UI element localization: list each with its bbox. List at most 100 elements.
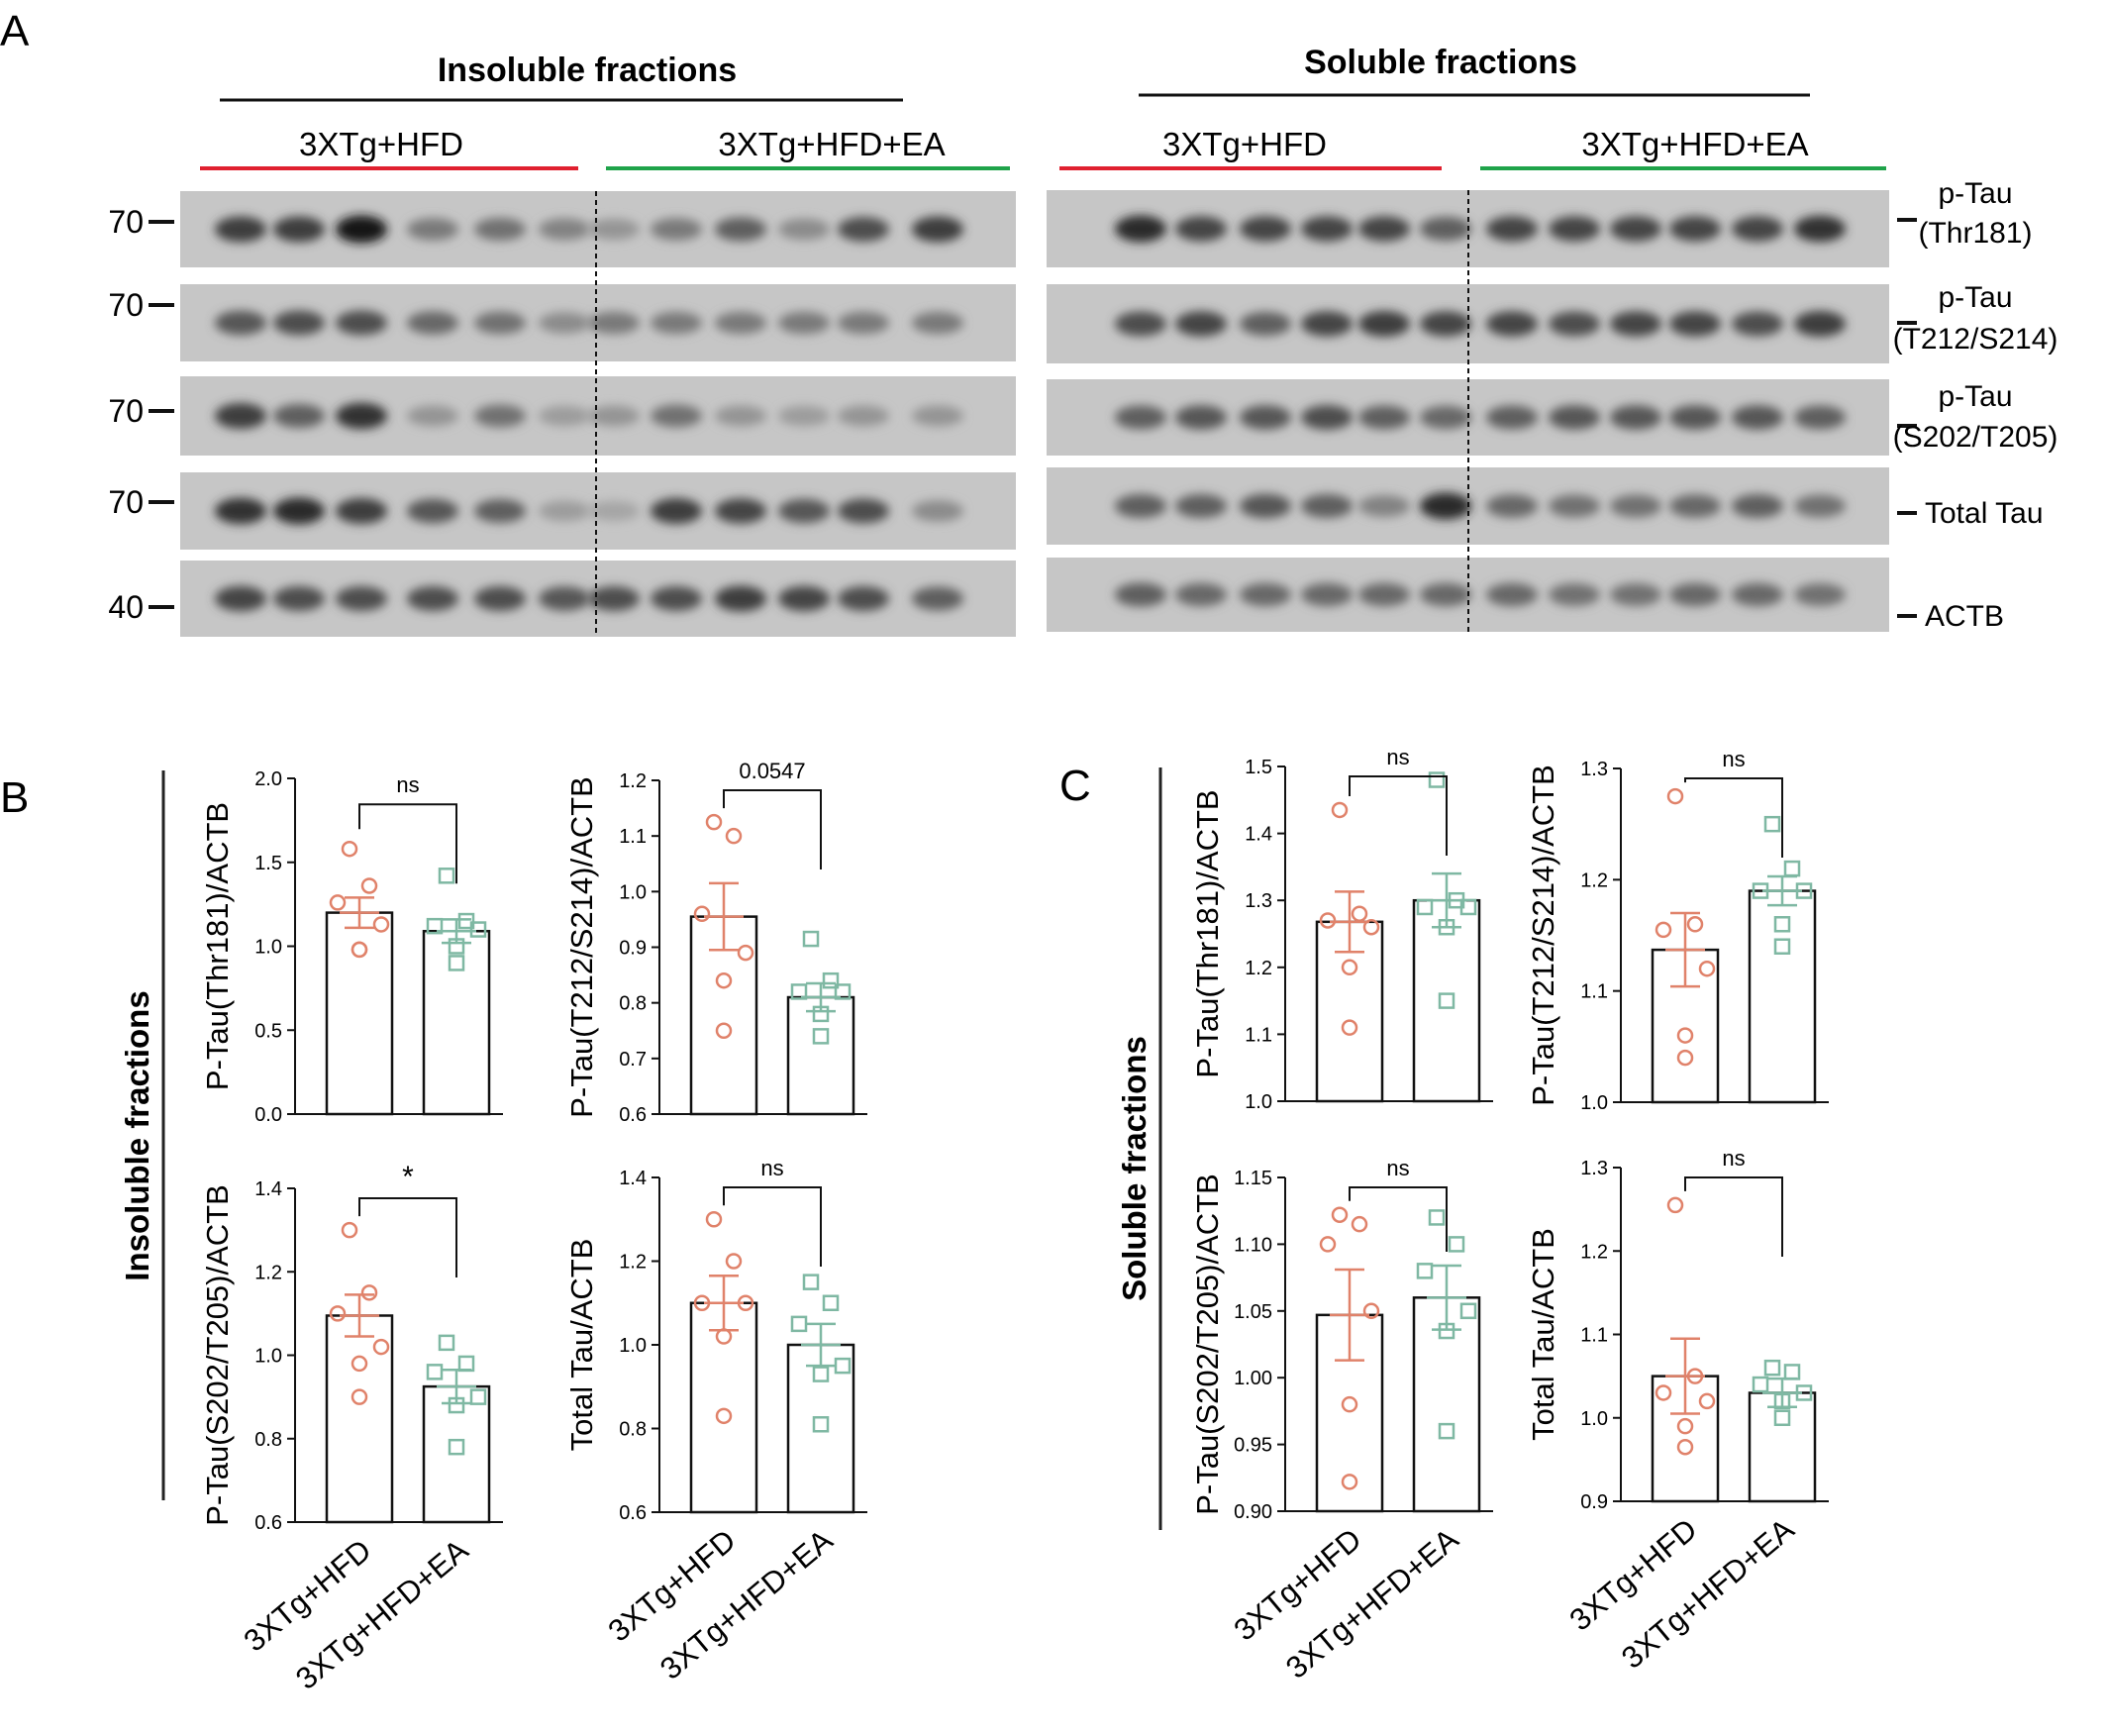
data-point-hfd-ea	[1763, 815, 1781, 833]
data-point-hfd-ea	[1438, 918, 1455, 936]
bar	[786, 1343, 855, 1514]
blot-band	[215, 216, 266, 243]
soluble-fractions-title: Soluble fractions	[1304, 44, 1577, 81]
data-point-hfd-ea	[822, 1294, 840, 1311]
data-point-hfd-ea	[802, 1274, 820, 1290]
y-tick-label: 0.8	[619, 1419, 647, 1441]
blot-band	[336, 498, 387, 524]
blot-band	[1669, 216, 1721, 242]
data-point-hfd	[1666, 787, 1684, 805]
data-point-hfd-ea	[426, 1364, 444, 1380]
y-tick-label: 2.0	[254, 768, 282, 790]
blot-band	[588, 405, 640, 427]
data-point-hfd-ea	[1752, 882, 1769, 899]
data-point-hfd-ea	[426, 917, 444, 935]
blot-band	[1420, 311, 1471, 337]
data-point-hfd	[1351, 905, 1368, 922]
blot-band	[838, 217, 889, 242]
protein-label: p-Tau	[1938, 380, 2012, 413]
chart-sol_s202: 0.90 0.95 1.00 1.05 1.10 1.15 P-Tau(S202/T205)…	[1190, 1156, 1493, 1685]
protein-label: p-Tau	[1938, 281, 2012, 314]
blot-band	[215, 403, 266, 429]
data-point-hfd	[341, 840, 358, 858]
insoluble-side-label: Insoluble fractions	[119, 990, 155, 1280]
blot-band	[838, 311, 889, 335]
y-tick-label: 1.00	[1234, 1368, 1272, 1389]
data-point-hfd-ea	[1416, 898, 1434, 916]
blot-band	[273, 586, 325, 611]
y-axis-label: P-Tau(Thr181)/ACTB	[1190, 789, 1225, 1077]
blot-band	[588, 311, 640, 335]
blot-band	[1549, 311, 1600, 337]
insoluble-group-hfd: 3XTg+HFD	[299, 126, 463, 162]
y-tick-label: 0.9	[619, 938, 647, 960]
blot-band	[1240, 582, 1291, 607]
y-axis-label: P-Tau(S202/T205)/ACTB	[200, 1184, 235, 1526]
data-point-hfd-ea	[1448, 1236, 1465, 1253]
blot-band	[1115, 311, 1166, 337]
blot-band	[715, 311, 766, 335]
y-tick-label: 0.6	[619, 1104, 647, 1126]
molecular-weight-label: 70	[108, 393, 144, 429]
soluble-group-hfd: 3XTg+HFD	[1162, 126, 1327, 162]
data-point-hfd-ea	[1795, 1384, 1813, 1401]
y-tick-label: 1.3	[1580, 759, 1608, 780]
blot-band	[1420, 217, 1471, 241]
data-point-hfd	[1655, 921, 1672, 939]
blot-band	[1549, 583, 1600, 606]
data-point-hfd	[1351, 1215, 1368, 1233]
data-point-hfd-ea	[812, 1028, 830, 1045]
blot-band	[1794, 494, 1846, 518]
blot-band	[407, 311, 458, 335]
data-point-hfd	[1676, 1049, 1694, 1067]
blot-band	[588, 219, 640, 240]
blot-band	[539, 500, 590, 522]
blot-band	[336, 310, 387, 336]
y-tick-label: 1.2	[1580, 1241, 1608, 1263]
significance-bracket	[358, 803, 457, 884]
blot-band	[1549, 216, 1600, 242]
data-point-hfd	[1319, 1236, 1337, 1253]
data-point-hfd	[737, 944, 754, 962]
blot-band	[778, 585, 830, 612]
blot-band	[474, 311, 526, 335]
blot-band	[912, 500, 963, 522]
data-point-hfd	[1655, 1384, 1672, 1401]
significance-label: ns	[1386, 1156, 1409, 1180]
y-axis-label: P-Tau(Thr181)/ACTB	[200, 802, 235, 1090]
blot-band	[1669, 494, 1721, 518]
significance-label: 0.0547	[739, 759, 805, 783]
blot-band	[1486, 582, 1538, 607]
blot-band	[1301, 311, 1353, 337]
blot-band	[1669, 582, 1721, 607]
y-axis-label: P-Tau(S202/T205)/ACTB	[1190, 1174, 1225, 1515]
data-point-hfd-ea	[1416, 1263, 1434, 1279]
significance-label: ns	[1722, 747, 1745, 771]
y-tick-label: 1.2	[1245, 958, 1272, 979]
data-point-hfd	[351, 941, 368, 959]
blot-band	[539, 586, 590, 611]
molecular-weight-markers: 70 70 70 70 40	[108, 204, 174, 625]
blot-band	[474, 586, 526, 611]
blot-band	[912, 311, 963, 335]
data-point-hfd	[693, 1294, 711, 1311]
y-tick-label: 1.0	[619, 881, 647, 903]
bar	[1748, 889, 1817, 1104]
data-point-hfd	[351, 1355, 368, 1373]
y-tick-label: 0.9	[1580, 1491, 1608, 1513]
blot-band	[336, 586, 387, 611]
blot-band	[1301, 405, 1353, 430]
data-point-hfd-ea	[1773, 916, 1791, 933]
blot-band	[1358, 405, 1410, 430]
blot-strips	[180, 190, 1889, 637]
data-point-hfd-ea	[822, 971, 840, 989]
data-point-hfd-ea	[469, 921, 487, 938]
y-tick-label: 1.0	[1245, 1091, 1272, 1113]
bar	[1412, 1296, 1481, 1513]
protein-label-site: (S202/T205)	[1893, 421, 2058, 454]
blot-band	[539, 405, 590, 427]
blot-band	[1486, 216, 1538, 242]
blot-band	[336, 402, 387, 430]
